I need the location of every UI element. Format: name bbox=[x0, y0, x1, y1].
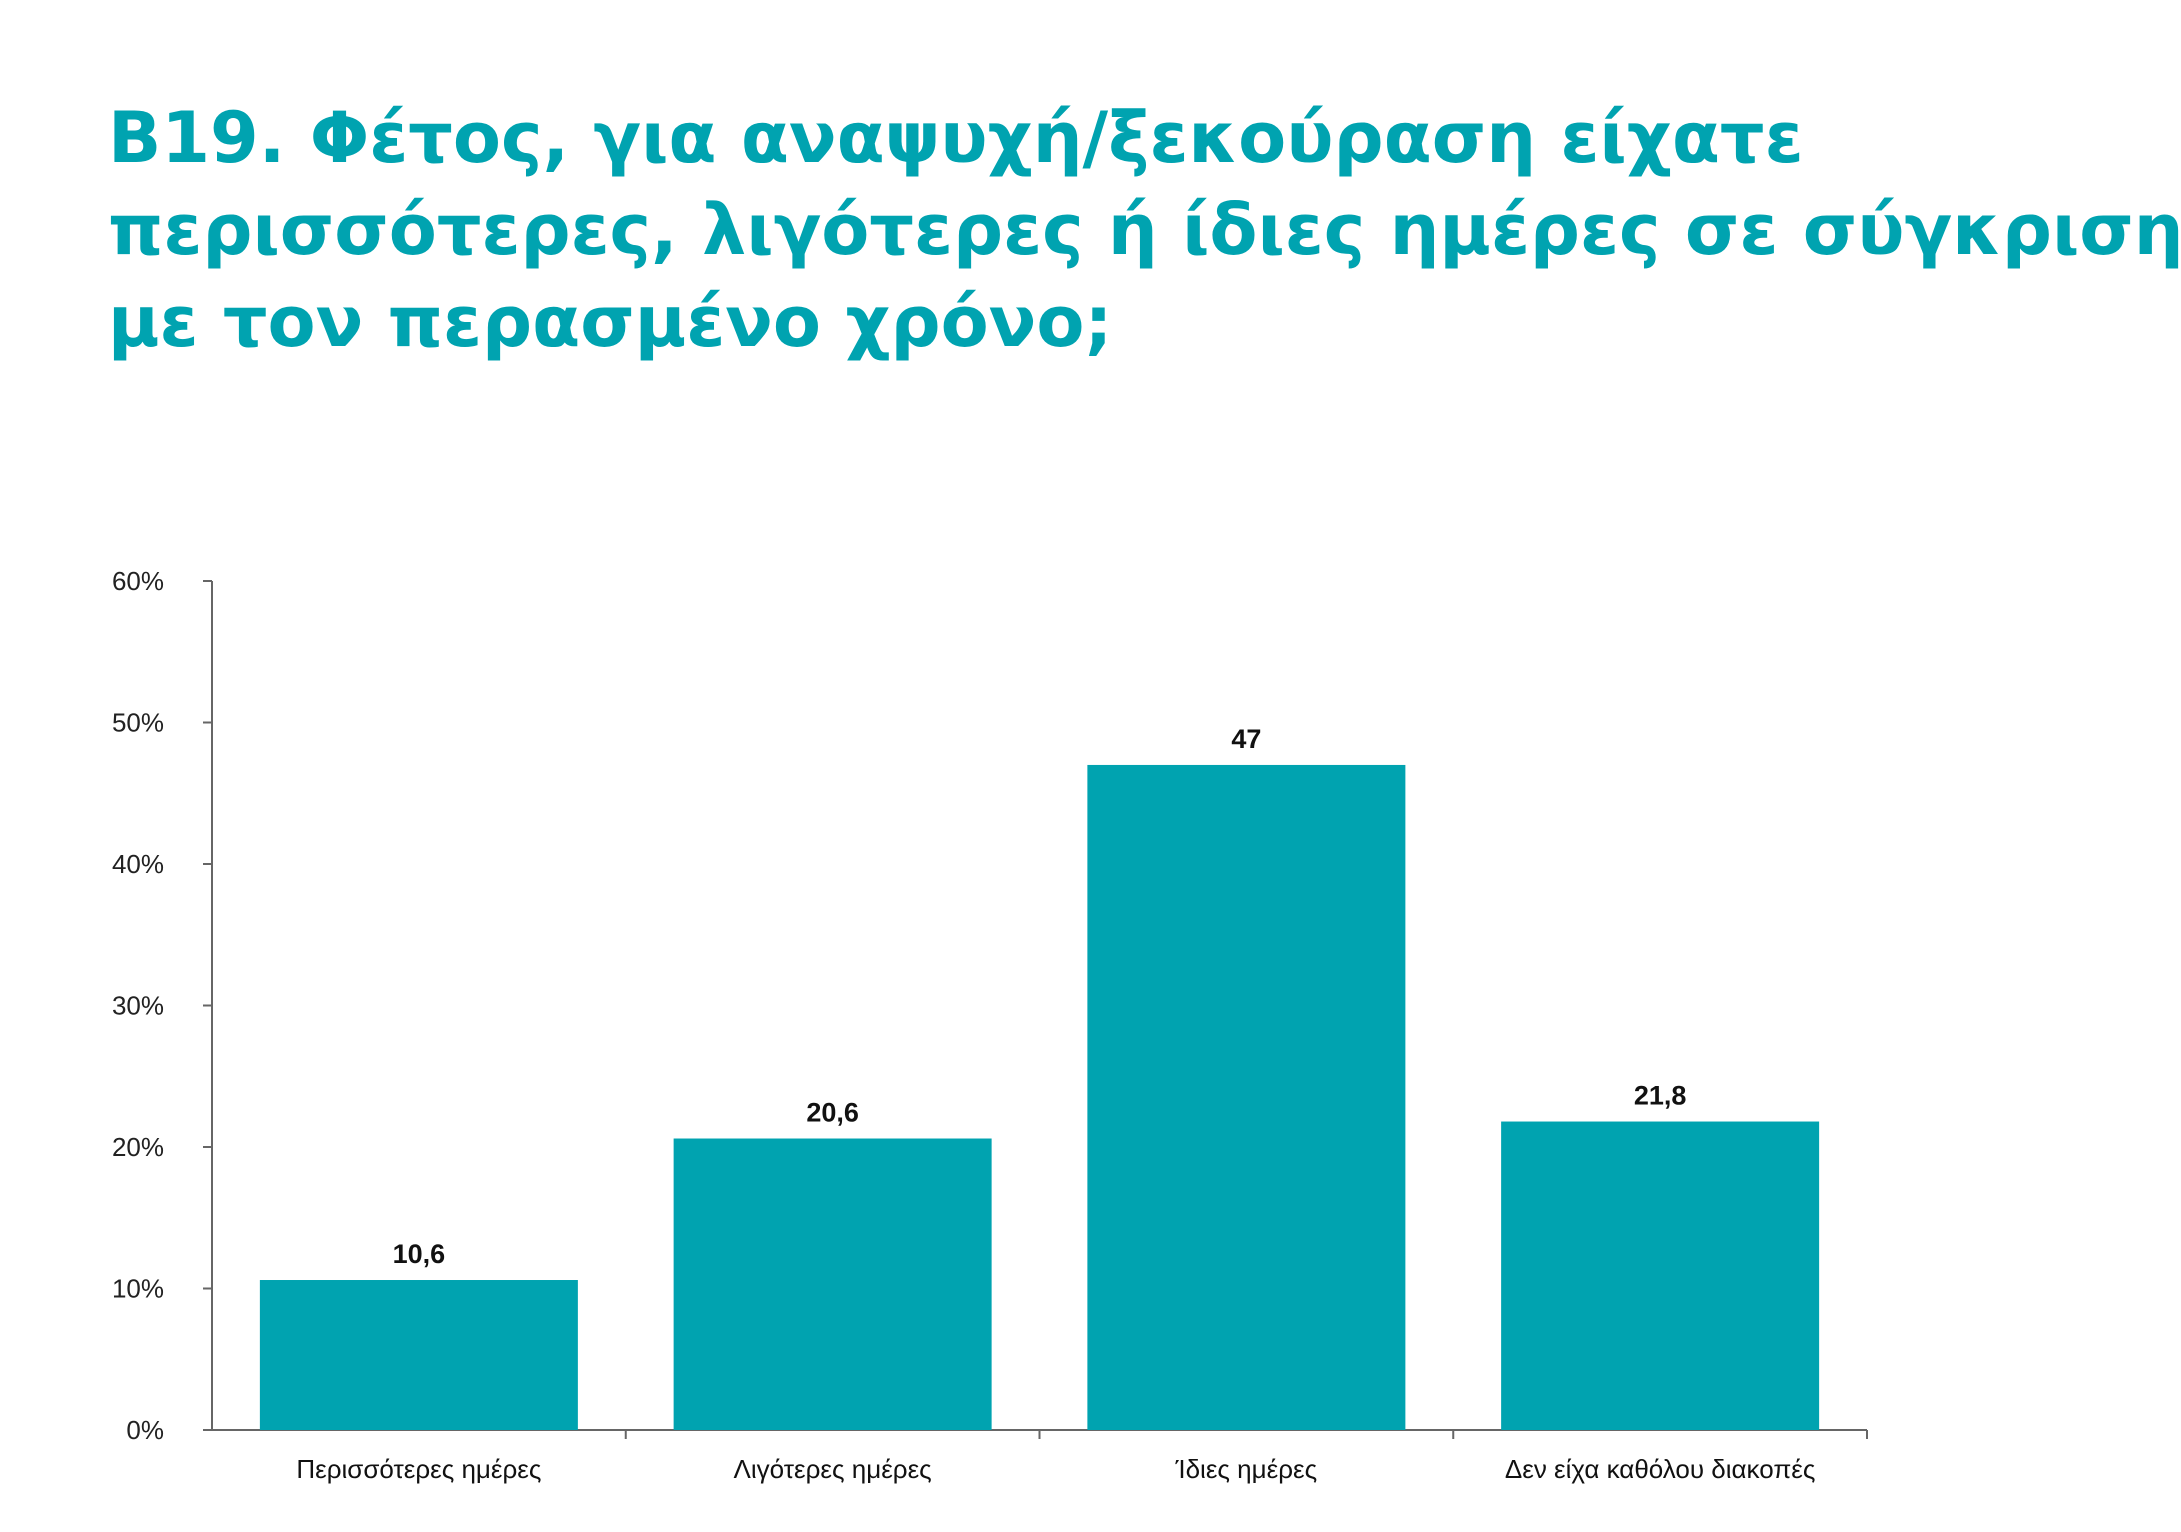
data-label: 20,6 bbox=[806, 1098, 859, 1128]
category-labels: Περισσότερες ημέρες Λιγότερες ημέρες Ίδιες… bbox=[296, 1454, 1815, 1484]
y-tick-label: 60% bbox=[112, 566, 164, 596]
data-label: 47 bbox=[1231, 724, 1261, 754]
chart-title-line-1: B19. Φέτος, για αναψυχή/ξεκούραση είχατε bbox=[108, 97, 1804, 179]
y-tick-label: 30% bbox=[112, 991, 164, 1021]
data-labels: 10,6 20,6 47 21,8 bbox=[393, 724, 1687, 1269]
data-label: 10,6 bbox=[393, 1239, 446, 1269]
y-tick-label: 50% bbox=[112, 708, 164, 738]
chart-title: B19. Φέτος, για αναψυχή/ξεκούραση είχατε… bbox=[108, 92, 2181, 368]
data-label: 21,8 bbox=[1634, 1081, 1687, 1111]
bars bbox=[259, 764, 1820, 1430]
x-axis bbox=[212, 1429, 1868, 1439]
y-axis: 0% 10% 20% 30% 40% 50% 60% bbox=[112, 566, 213, 1445]
y-tick-label: 10% bbox=[112, 1274, 164, 1304]
category-label: Λιγότερες ημέρες bbox=[734, 1454, 932, 1484]
bar bbox=[1501, 1121, 1820, 1430]
bar bbox=[259, 1280, 578, 1430]
chart-title-line-3: με τον περασμένο χρόνο; bbox=[108, 281, 1113, 363]
bar bbox=[1087, 764, 1406, 1430]
category-label: Ίδιες ημέρες bbox=[1175, 1454, 1318, 1484]
chart-title-line-2: περισσότερες, λιγότερες ή ίδιες ημέρες σ… bbox=[108, 189, 2181, 271]
category-label: Δεν είχα καθόλου διακοπές bbox=[1505, 1454, 1816, 1484]
bar bbox=[673, 1138, 992, 1430]
y-tick-label: 40% bbox=[112, 849, 164, 879]
y-tick-label: 0% bbox=[126, 1415, 164, 1445]
category-label: Περισσότερες ημέρες bbox=[296, 1454, 541, 1484]
y-tick-label: 20% bbox=[112, 1132, 164, 1162]
